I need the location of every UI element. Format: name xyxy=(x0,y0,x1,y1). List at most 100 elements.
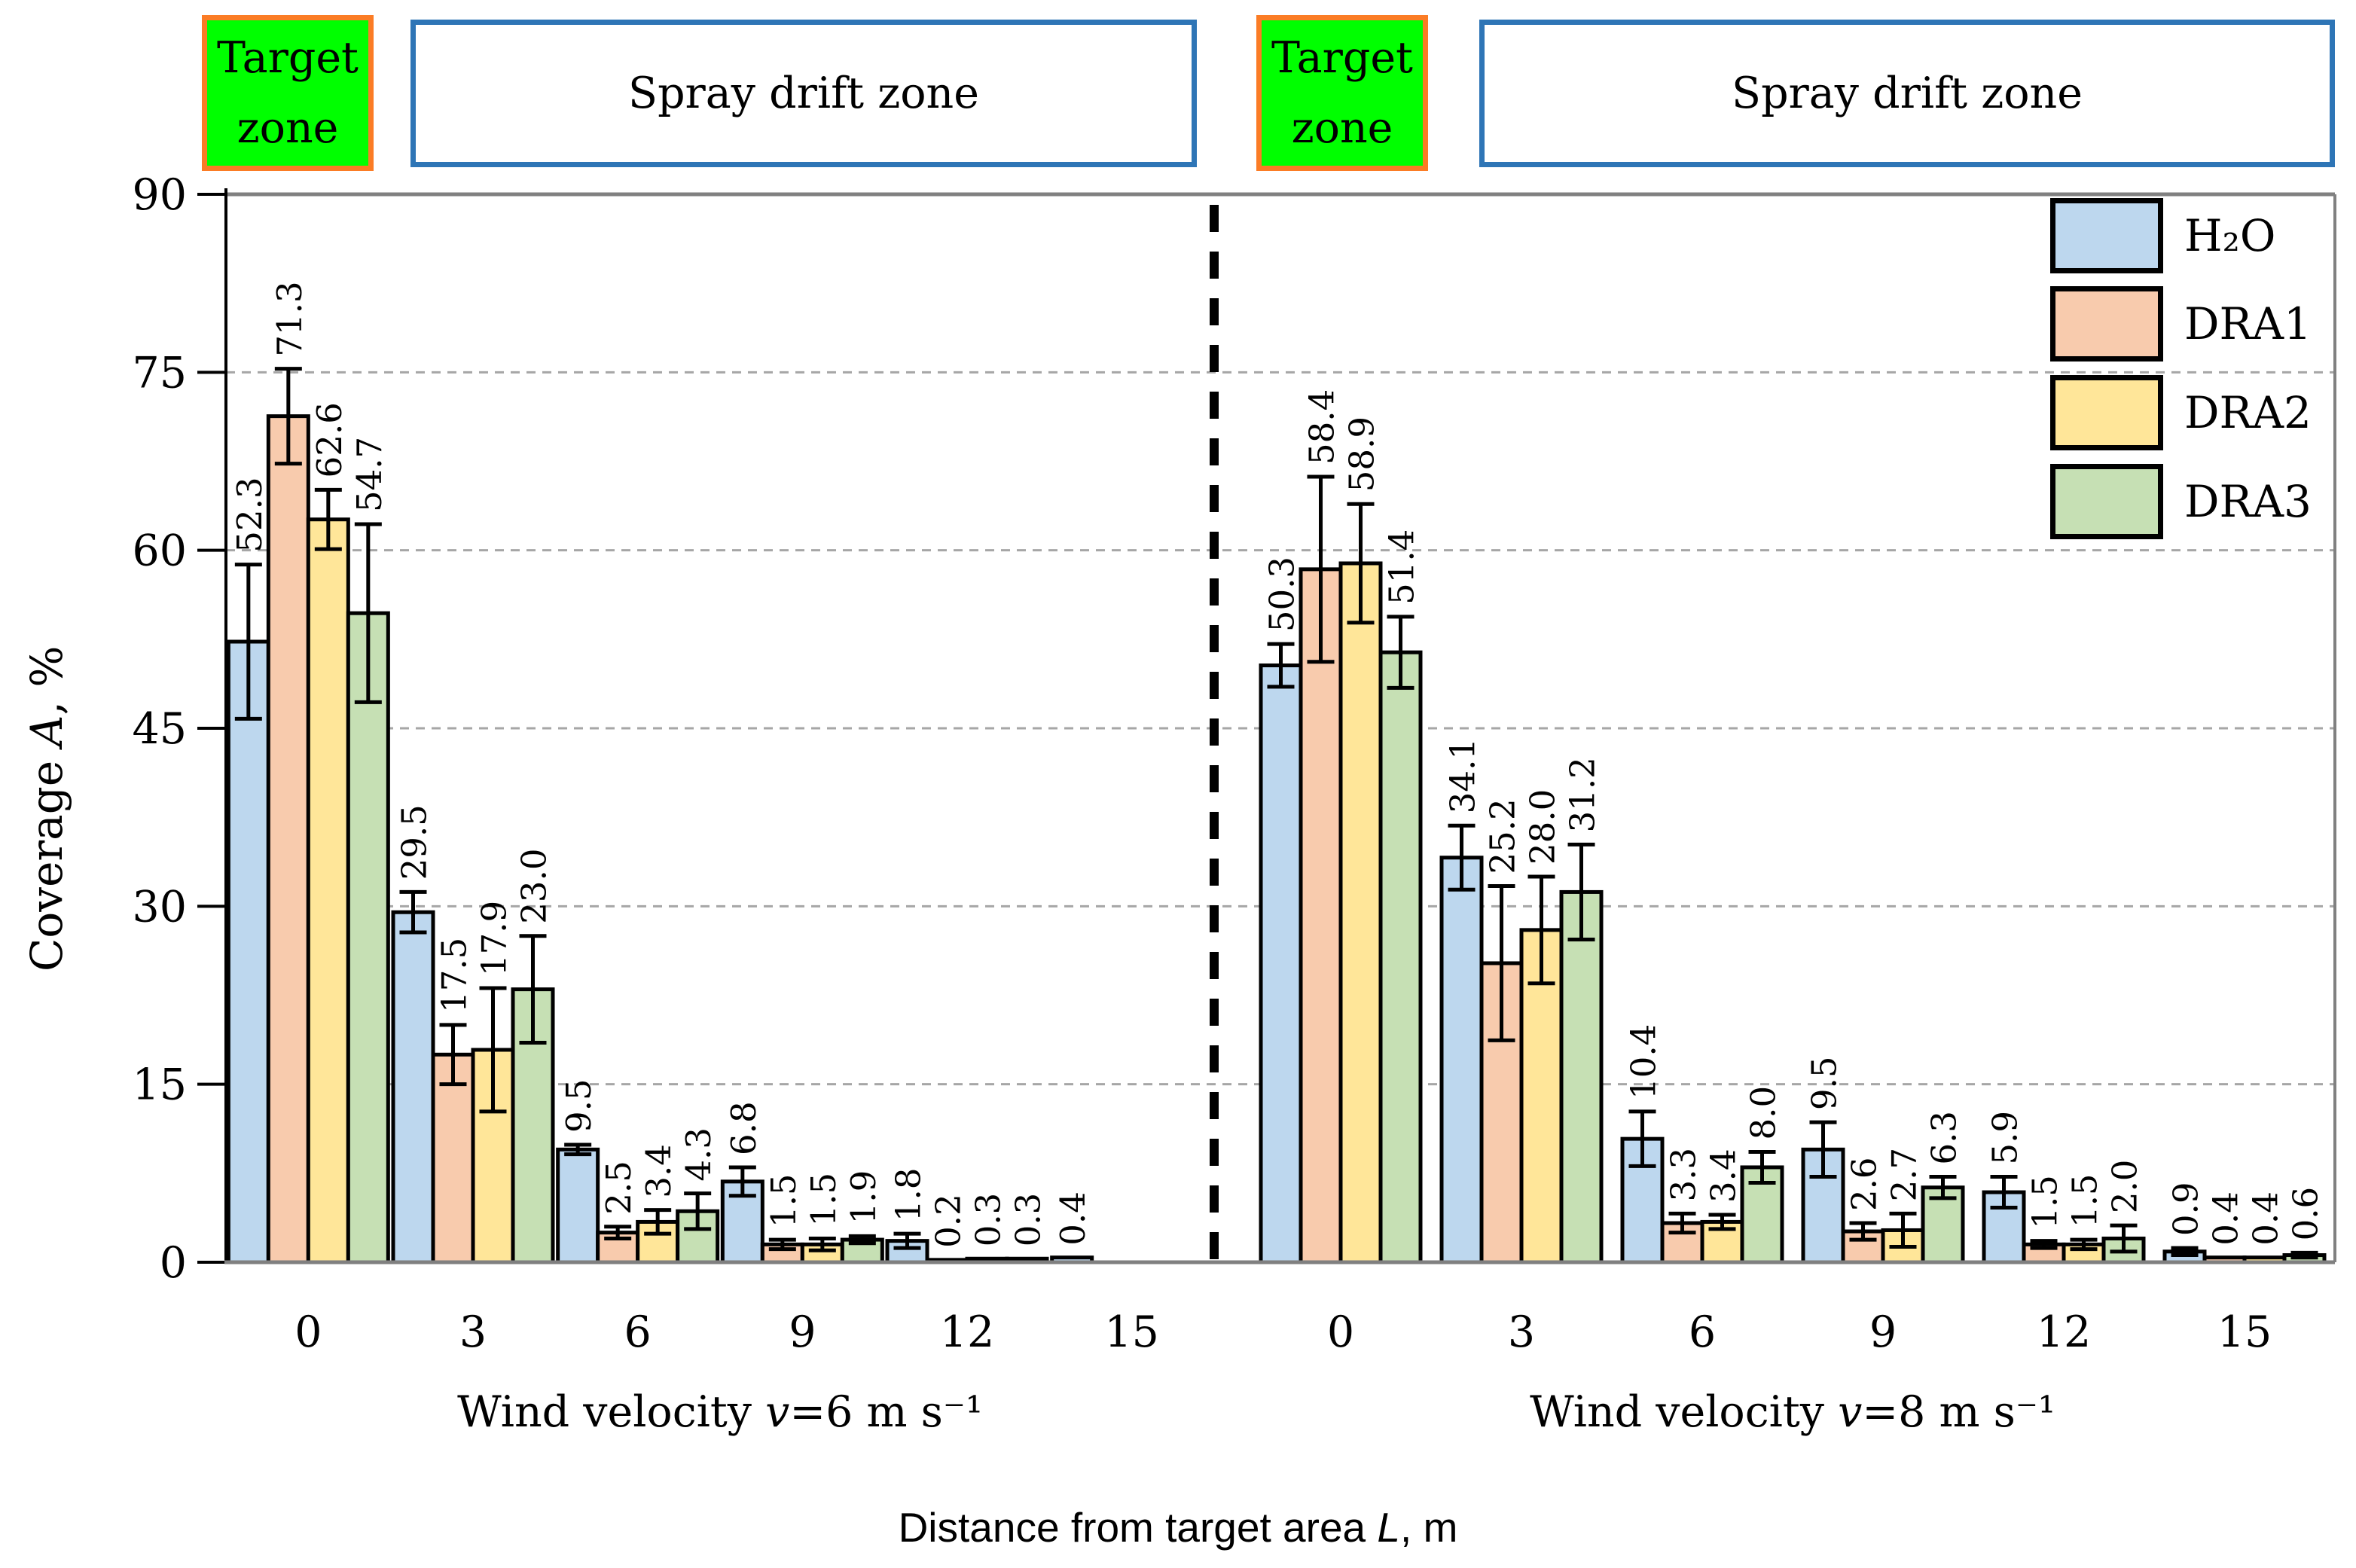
y-tick-label: 45 xyxy=(132,704,187,754)
x-tick-label: 6 xyxy=(624,1307,652,1357)
bar-dra1 xyxy=(266,414,310,1264)
bar-value-label: 29.5 xyxy=(395,804,435,880)
bar-value-label: 17.9 xyxy=(475,901,514,976)
x-tick-label: 6 xyxy=(1689,1307,1716,1357)
x-tick-label: 12 xyxy=(2037,1307,2092,1357)
legend-swatch xyxy=(2050,286,2163,361)
legend-item-dra3: DRA3 xyxy=(2050,464,2312,539)
x-tick-label: 3 xyxy=(459,1307,487,1357)
bar-value-label: 51.4 xyxy=(1382,529,1422,605)
bar-dra1 xyxy=(1299,567,1343,1264)
legend-swatch xyxy=(2050,464,2163,539)
bar-h₂o xyxy=(1259,663,1303,1264)
panel-title-v6: Wind velocity v=6 m s⁻¹ xyxy=(457,1387,983,1437)
legend-label: DRA1 xyxy=(2184,298,2312,349)
bar-value-label: 52.3 xyxy=(230,477,270,552)
legend-item-dra1: DRA1 xyxy=(2050,286,2312,361)
y-tick-label: 60 xyxy=(132,526,187,576)
bar-value-label: 0.6 xyxy=(2286,1187,2326,1241)
legend-label: DRA2 xyxy=(2184,387,2312,438)
legend-swatch xyxy=(2050,375,2163,450)
legend-item-h₂o: H₂O xyxy=(2050,198,2275,273)
bar-value-label: 10.4 xyxy=(1624,1024,1664,1100)
y-tick-label: 90 xyxy=(132,170,187,220)
bar-value-label: 1.8 xyxy=(889,1168,929,1222)
bar-value-label: 2.0 xyxy=(2105,1160,2145,1214)
legend-label: DRA3 xyxy=(2184,476,2312,527)
x-tick-label: 9 xyxy=(789,1307,816,1357)
bar-value-label: 9.5 xyxy=(559,1078,599,1133)
legend-item-dra2: DRA2 xyxy=(2050,375,2312,450)
y-tick-label: 30 xyxy=(132,882,187,932)
panel-title-v8: Wind velocity v=8 m s⁻¹ xyxy=(1530,1387,2055,1437)
bar-value-label: 1.5 xyxy=(2025,1175,2065,1229)
bar-value-label: 0.3 xyxy=(969,1193,1009,1247)
bar-value-label: 4.3 xyxy=(679,1127,719,1182)
bar-value-label: 1.9 xyxy=(844,1170,884,1225)
bar-value-label: 0.4 xyxy=(2206,1191,2246,1246)
spray-drift-zone-label: Spray drift zone xyxy=(1732,69,2083,118)
bar-value-label: 6.8 xyxy=(724,1101,764,1155)
x-tick-label: 12 xyxy=(940,1307,995,1357)
bar-value-label: 0.4 xyxy=(1053,1191,1093,1246)
bar-value-label: 0.2 xyxy=(929,1194,969,1248)
bar-value-label: 28.0 xyxy=(1523,789,1563,865)
spray-drift-zone-label: Spray drift zone xyxy=(628,69,979,118)
target-zone-label: Target zone xyxy=(217,33,359,153)
x-axis-title: Distance from target area L, m xyxy=(898,1504,1458,1551)
bar-value-label: 50.3 xyxy=(1262,557,1302,632)
bar-value-label: 31.2 xyxy=(1563,757,1603,832)
bar-value-label: 6.3 xyxy=(1924,1111,1964,1165)
bar-value-label: 1.5 xyxy=(2065,1173,2105,1228)
bar-value-label: 34.1 xyxy=(1443,738,1483,813)
target-zone-box-left: Target zone xyxy=(202,15,374,171)
x-tick-label: 3 xyxy=(1508,1307,1535,1357)
bar-value-label: 3.4 xyxy=(1704,1149,1744,1203)
bar-dra3 xyxy=(346,611,390,1264)
bar-h₂o xyxy=(391,910,435,1264)
bar-dra1 xyxy=(1841,1229,1885,1264)
bar-value-label: 0.4 xyxy=(2246,1191,2286,1246)
bar-value-label: 2.6 xyxy=(1845,1157,1884,1211)
spray-drift-zone-box-left: Spray drift zone xyxy=(410,20,1197,167)
bar-value-label: 25.2 xyxy=(1483,798,1523,874)
bar-value-label: 3.3 xyxy=(1664,1148,1704,1202)
x-tick-label: 0 xyxy=(1327,1307,1354,1357)
x-tick-label: 0 xyxy=(294,1307,322,1357)
bar-value-label: 2.7 xyxy=(1884,1148,1924,1202)
x-tick-label: 15 xyxy=(2217,1307,2272,1357)
bar-value-label: 23.0 xyxy=(514,849,554,924)
bar-dra3 xyxy=(1559,889,1604,1264)
y-tick-label: 75 xyxy=(132,348,187,398)
bar-dra2 xyxy=(306,517,350,1264)
bar-value-label: 1.5 xyxy=(804,1173,844,1227)
y-tick-label: 0 xyxy=(160,1238,187,1288)
bar-h₂o xyxy=(1439,856,1484,1264)
spray-drift-zone-box-right: Spray drift zone xyxy=(1479,20,2335,167)
bar-value-label: 0.3 xyxy=(1009,1193,1048,1247)
y-axis-title: Coverage A, % xyxy=(21,645,72,972)
y-tick-label: 15 xyxy=(132,1060,187,1110)
bar-value-label: 54.7 xyxy=(349,437,389,512)
x-tick-label: 15 xyxy=(1104,1307,1159,1357)
bar-value-label: 5.9 xyxy=(1985,1111,2025,1165)
bar-dra3 xyxy=(1378,650,1423,1264)
bar-value-label: 62.6 xyxy=(310,402,349,477)
bar-dra2 xyxy=(1338,561,1383,1264)
bar-value-label: 9.5 xyxy=(1805,1057,1845,1111)
bar-value-label: 0.9 xyxy=(2166,1182,2206,1237)
bar-value-label: 8.0 xyxy=(1744,1086,1784,1140)
legend-label: H₂O xyxy=(2184,210,2276,261)
bar-value-label: 2.5 xyxy=(599,1161,639,1215)
bar-value-label: 58.4 xyxy=(1302,389,1342,465)
bar-value-label: 1.5 xyxy=(764,1173,804,1228)
bar-h₂o xyxy=(226,639,270,1264)
target-zone-box-right: Target zone xyxy=(1256,15,1428,171)
x-tick-label: 9 xyxy=(1869,1307,1897,1357)
legend-swatch xyxy=(2050,198,2163,273)
target-zone-label: Target zone xyxy=(1271,33,1413,153)
bar-value-label: 17.5 xyxy=(435,938,475,1013)
bar-value-label: 71.3 xyxy=(270,281,310,356)
